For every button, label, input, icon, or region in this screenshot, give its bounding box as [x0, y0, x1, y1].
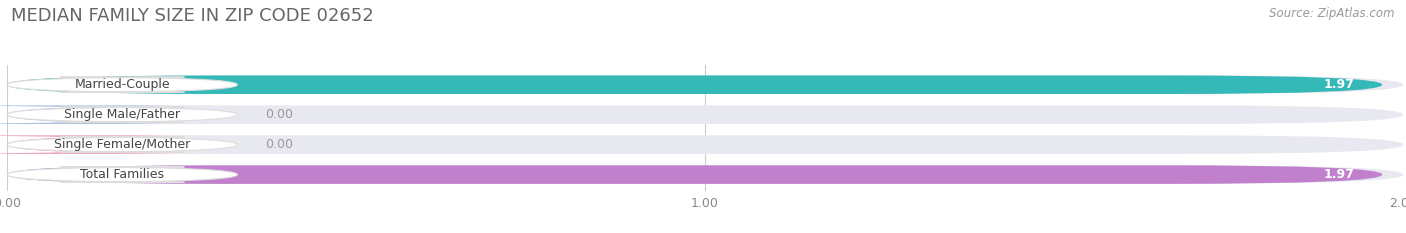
FancyBboxPatch shape	[0, 105, 224, 124]
FancyBboxPatch shape	[7, 105, 1403, 124]
FancyBboxPatch shape	[7, 165, 1403, 184]
FancyBboxPatch shape	[7, 107, 238, 122]
FancyBboxPatch shape	[7, 135, 1403, 154]
Text: 0.00: 0.00	[266, 138, 294, 151]
FancyBboxPatch shape	[7, 165, 1382, 184]
Text: MEDIAN FAMILY SIZE IN ZIP CODE 02652: MEDIAN FAMILY SIZE IN ZIP CODE 02652	[11, 7, 374, 25]
FancyBboxPatch shape	[0, 135, 224, 154]
Text: Married-Couple: Married-Couple	[75, 78, 170, 91]
Text: 1.97: 1.97	[1323, 168, 1354, 181]
FancyBboxPatch shape	[7, 75, 1403, 94]
FancyBboxPatch shape	[7, 77, 238, 92]
FancyBboxPatch shape	[7, 167, 238, 182]
Text: Single Female/Mother: Single Female/Mother	[53, 138, 190, 151]
Text: Source: ZipAtlas.com: Source: ZipAtlas.com	[1270, 7, 1395, 20]
FancyBboxPatch shape	[7, 137, 238, 152]
Text: Total Families: Total Families	[80, 168, 165, 181]
FancyBboxPatch shape	[7, 75, 1382, 94]
Text: 0.00: 0.00	[266, 108, 294, 121]
Text: 1.97: 1.97	[1323, 78, 1354, 91]
Text: Single Male/Father: Single Male/Father	[65, 108, 180, 121]
